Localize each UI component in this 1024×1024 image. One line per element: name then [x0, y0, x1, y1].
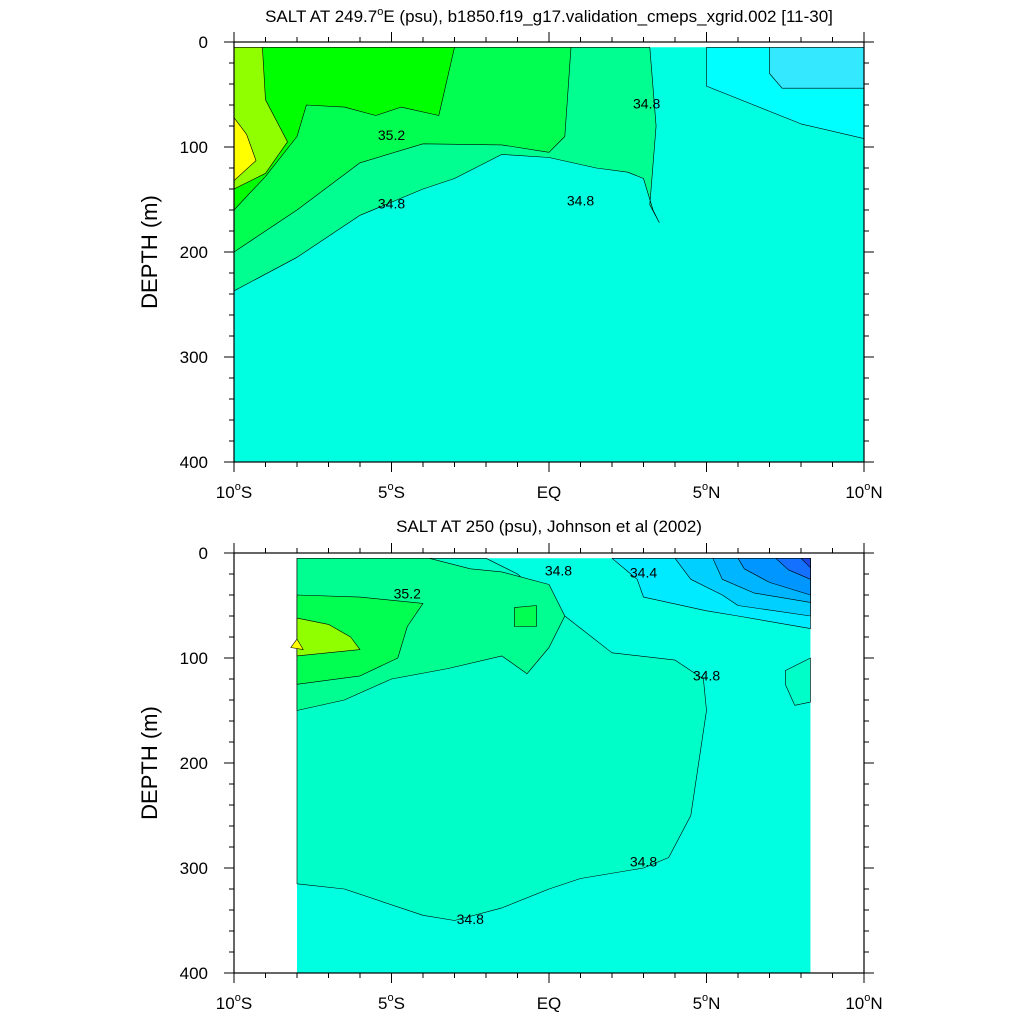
chart-1-contour-label: 34.8 [633, 96, 660, 112]
chart-1-y-tick-label: 100 [180, 138, 208, 157]
chart-1-y-tick-label: 400 [180, 453, 208, 472]
chart-2-contour-label: 35.2 [394, 586, 421, 602]
chart-1-x-tick-label: 5oS [378, 481, 405, 502]
chart-2-contour-label: 34.4 [630, 565, 657, 581]
chart-1-x-tick-label: 10oS [216, 481, 252, 502]
chart-1-contour-label: 35.2 [378, 127, 405, 143]
chart-2-y-tick-label: 400 [180, 964, 208, 983]
chart-2-y-tick-label: 0 [199, 544, 208, 563]
chart-1: 35.2 34.8 34.8 34.8 0 100 200 300 400 10oS 5oS EQ 5o… [137, 6, 883, 502]
chart-2-contour-label: 34.8 [693, 668, 720, 684]
chart-2-contour-label: 34.8 [545, 563, 572, 579]
chart-1-x-tick-label: EQ [537, 483, 562, 502]
chart-2-contour-label: 34.8 [630, 853, 657, 869]
chart-1-title: SALT AT 249.7oE (psu), b1850.f19_g17.val… [265, 6, 833, 26]
chart-1-contour-label: 34.8 [378, 195, 405, 211]
chart-2-x-tick-label: 10oS [216, 992, 252, 1013]
chart-1-y-tick-label: 0 [199, 33, 208, 52]
chart-1-y-tick-label: 300 [180, 348, 208, 367]
chart-1-contour-region-5 [234, 46, 455, 211]
chart-2-y-tick-label: 100 [180, 649, 208, 668]
chart-1-y-tick-label: 200 [180, 243, 208, 262]
chart-2-plot-area: 35.2 34.8 34.4 34.8 34.8 34.8 [290, 557, 811, 973]
chart-2-x-tick-label: EQ [537, 994, 562, 1013]
chart-2-y-tick-label: 300 [180, 859, 208, 878]
chart-2-contour-region-13 [290, 638, 304, 650]
chart-1-x-tick-label: 10oN [845, 481, 882, 502]
chart-1-contour-region-7 [234, 117, 257, 181]
chart-2-contour-region-6 [775, 557, 811, 580]
chart-1-x-tick-label: 5oN [693, 481, 721, 502]
chart-2-contour-region-10 [296, 594, 424, 685]
chart-2-x-tick-label: 5oN [693, 992, 721, 1013]
chart-2: 35.2 34.8 34.4 34.8 34.8 34.8 0 100 200 300 400 10o… [137, 517, 883, 1013]
chart-1-contour-region-2 [769, 46, 864, 89]
chart-2-title: SALT AT 250 (psu), Johnson et al (2002) [396, 517, 702, 536]
chart-2-contour-region-7 [800, 557, 811, 569]
chart-2-y-tick-label: 200 [180, 754, 208, 773]
chart-2-contour-region-12 [296, 617, 361, 657]
chart-2-contour-label: 34.8 [457, 911, 484, 927]
chart-2-contour-region-9 [784, 657, 811, 706]
chart-2-x-tick-label: 5oS [378, 992, 405, 1013]
chart-2-contour-region-11 [514, 605, 537, 627]
chart-2-x-tick-label: 10oN [845, 992, 882, 1013]
chart-1-ylabel: DEPTH (m) [137, 195, 162, 309]
chart-1-contour-label: 34.8 [567, 192, 594, 208]
chart-1-plot-area: 35.2 34.8 34.8 34.8 [234, 46, 864, 462]
chart-2-ylabel: DEPTH (m) [137, 706, 162, 820]
